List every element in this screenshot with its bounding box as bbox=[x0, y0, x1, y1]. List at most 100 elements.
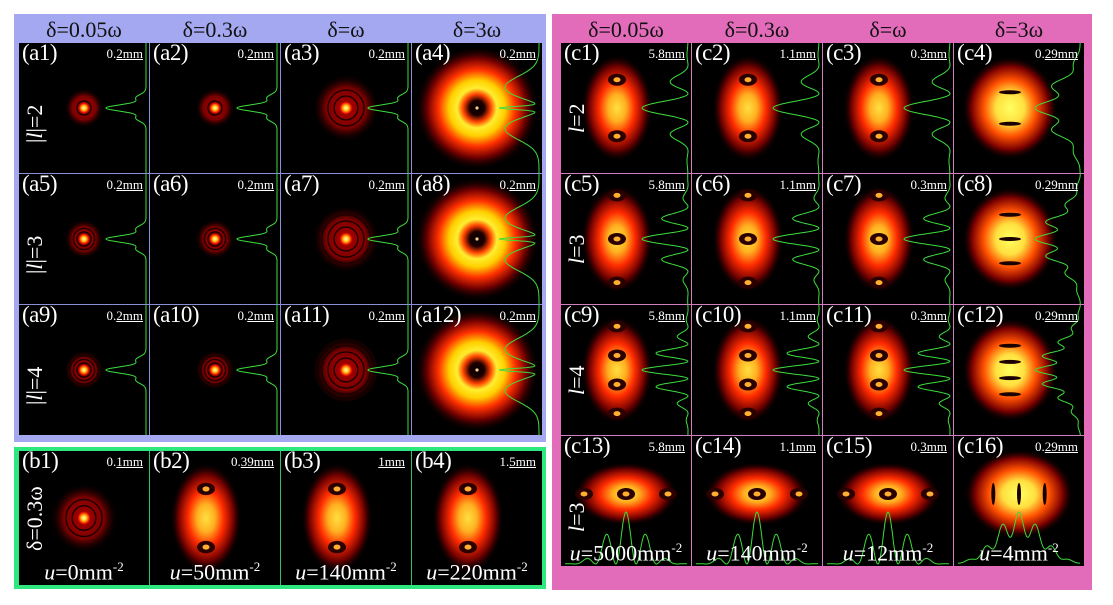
scale-bar: 2mm bbox=[509, 46, 536, 61]
scale-prefix: 1. bbox=[779, 308, 790, 323]
beam-dark-node bbox=[999, 261, 1021, 266]
beam-node-core bbox=[884, 491, 892, 497]
beam-node-core bbox=[875, 133, 883, 139]
u-value: =5000mm bbox=[580, 540, 672, 565]
beam-node-core bbox=[464, 544, 472, 550]
scale-bar-label: 5.8mm bbox=[649, 308, 685, 324]
figure-panel: (c14) 1.1mm u=140mm-2 bbox=[692, 436, 822, 566]
panel-label: (a4) bbox=[415, 43, 451, 65]
figure-panel: (c9) 5.8mm l=4 bbox=[561, 305, 691, 435]
panel-label: (a11) bbox=[284, 305, 330, 327]
scale-prefix: 0. bbox=[910, 46, 921, 61]
row-label-part: l bbox=[22, 263, 47, 270]
row-label-part: | bbox=[22, 138, 47, 143]
u-exponent: -2 bbox=[1047, 539, 1059, 555]
beam-dark-ring bbox=[321, 214, 371, 264]
row-label: l=3 bbox=[564, 234, 590, 264]
beam-node-core bbox=[875, 382, 883, 388]
scale-bar: 1mm bbox=[116, 454, 143, 469]
u-value: =12mm bbox=[853, 540, 923, 565]
intensity-profile-curve bbox=[105, 174, 147, 304]
scale-bar-label: 0.2mm bbox=[238, 177, 274, 193]
beam-node-core bbox=[711, 491, 719, 497]
scale-bar-label: 0.2mm bbox=[500, 308, 536, 324]
beam-node-core bbox=[795, 491, 803, 497]
figure-panel: (a1) 0.2mm |l|=2 bbox=[19, 43, 149, 173]
row-label: |l|=3 bbox=[22, 236, 48, 274]
u-exponent: -2 bbox=[249, 558, 261, 574]
scale-prefix: 5. bbox=[648, 46, 659, 61]
intensity-profile-curve bbox=[367, 174, 409, 304]
intensity-profile-curve bbox=[957, 511, 1081, 564]
beam-profile-image bbox=[415, 305, 540, 435]
scale-bar-label: 0.2mm bbox=[238, 308, 274, 324]
figure-panel: (c11) 0.3mm bbox=[823, 305, 953, 435]
scale-prefix: 0. bbox=[106, 454, 117, 469]
beam-profile-image bbox=[843, 305, 951, 435]
beam-node-core bbox=[926, 491, 934, 497]
beam-profile-image bbox=[301, 462, 373, 574]
panel-label: (a9) bbox=[22, 305, 58, 327]
scale-prefix: 1. bbox=[779, 177, 790, 192]
intensity-profile-curve bbox=[565, 511, 687, 565]
scale-prefix: 0. bbox=[1035, 439, 1045, 454]
panel-label: (c6) bbox=[695, 174, 731, 196]
scale-prefix: 5. bbox=[648, 308, 659, 323]
figure-panel: (a3) 0.2mm bbox=[281, 43, 411, 173]
scale-bar: 29mm bbox=[1044, 308, 1078, 323]
column-header: δ=3ω bbox=[452, 17, 502, 42]
beam-node-core bbox=[753, 491, 761, 497]
scale-bar: 1mm bbox=[789, 308, 816, 323]
beam-profile-image bbox=[962, 43, 1081, 173]
panel-label: (a8) bbox=[415, 174, 451, 196]
beam-intensity bbox=[843, 316, 915, 424]
scale-prefix: 0. bbox=[1035, 177, 1045, 192]
column-header: δ=0.3ω bbox=[724, 17, 790, 42]
beam-core bbox=[475, 106, 479, 110]
panel-label: (b3) bbox=[284, 451, 321, 473]
row-label: l=3 bbox=[564, 502, 590, 532]
beam-profile-image bbox=[565, 462, 687, 565]
intensity-profile-curve bbox=[641, 174, 689, 304]
panel-label: (c7) bbox=[826, 174, 862, 196]
figure-panel: (a2) 0.2mm bbox=[150, 43, 280, 173]
scale-bar: 29mm bbox=[1044, 177, 1078, 192]
beam-core bbox=[209, 364, 221, 376]
scale-prefix: 5. bbox=[648, 177, 659, 192]
beam-profile-image bbox=[827, 462, 949, 565]
panel-label: (a6) bbox=[153, 174, 189, 196]
beam-node-core bbox=[875, 192, 883, 198]
beam-dark-ring bbox=[72, 358, 96, 382]
figure-panel: (c3) 0.3mm bbox=[823, 43, 953, 173]
scale-bar-label: 0.29mm bbox=[1035, 177, 1078, 193]
intensity-profile-curve bbox=[903, 305, 951, 435]
figure-group-a: δ=0.05ω δ=0.3ω δ=ω δ=3ω (a1) 0.2mm |l|=2 (a… bbox=[14, 14, 546, 442]
u-symbol: u bbox=[706, 540, 718, 565]
intensity-profile-curve bbox=[498, 305, 540, 435]
beam-profile-image bbox=[962, 305, 1081, 435]
intensity-profile-curve bbox=[827, 511, 949, 565]
beam-dark-ring bbox=[327, 351, 365, 389]
beam-profile-image bbox=[64, 305, 147, 435]
figure-group-c: δ=0.05ω δ=0.3ω δ=ω δ=3ω (c1) 5.8mm l=2 (c2)… bbox=[552, 14, 1092, 590]
scale-prefix: 0. bbox=[1035, 308, 1045, 323]
figure-panel: (a12) 0.2mm bbox=[412, 305, 542, 435]
scale-bar: 8mm bbox=[658, 177, 685, 192]
figure-panel: (c1) 5.8mm l=2 bbox=[561, 43, 691, 173]
row-label-part: =4 bbox=[564, 365, 589, 389]
scale-bar: 39mm bbox=[240, 454, 274, 469]
scale-bar: 2mm bbox=[116, 308, 143, 323]
scale-bar: 29mm bbox=[1044, 439, 1078, 454]
beam-profile-image bbox=[195, 43, 278, 173]
intensity-profile-curve bbox=[696, 511, 818, 565]
u-exponent: -2 bbox=[385, 558, 397, 574]
beam-node-core bbox=[744, 382, 752, 388]
scale-prefix: 0. bbox=[231, 454, 241, 469]
u-symbol: u bbox=[979, 540, 991, 565]
beam-core bbox=[78, 233, 90, 245]
nonlinearity-label: u=50mm-2 bbox=[150, 559, 280, 585]
beam-profile-image bbox=[312, 174, 409, 304]
beam-node-core bbox=[875, 352, 883, 358]
beam-node-core bbox=[613, 192, 621, 198]
beam-dark-ring bbox=[71, 505, 97, 531]
